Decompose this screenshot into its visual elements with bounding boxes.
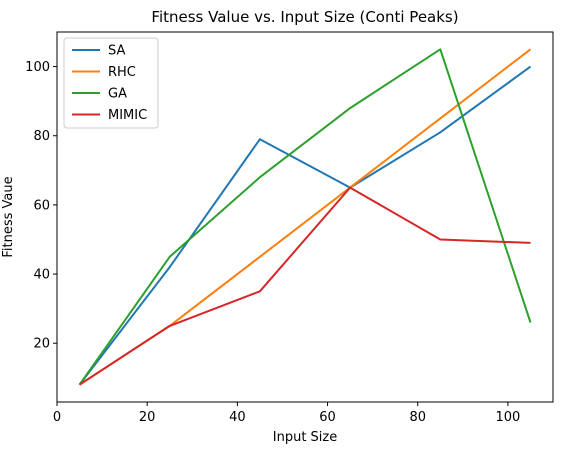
legend-label-sa: SA <box>108 44 125 59</box>
x-tick-label: 60 <box>319 410 336 425</box>
legend-label-ga: GA <box>108 87 127 102</box>
y-tick-label: 40 <box>33 268 50 283</box>
x-tick-label: 0 <box>53 410 61 425</box>
series-line-sa <box>78 65 532 386</box>
chart-title: Fitness Value vs. Input Size (Conti Peak… <box>151 8 458 26</box>
x-tick-label: 80 <box>409 410 426 425</box>
plot-frame <box>56 31 554 403</box>
y-tick-label: 100 <box>25 60 50 75</box>
legend-box <box>63 37 159 129</box>
legend-label-mimic: MIMIC <box>108 108 147 123</box>
x-tick-label: 100 <box>495 410 520 425</box>
x-tick-label: 40 <box>229 410 246 425</box>
series-line-mimic <box>78 186 531 386</box>
y-axis-label: Fitness Vaue <box>1 176 16 257</box>
y-tick-label: 80 <box>33 129 50 144</box>
y-tick-label: 60 <box>33 198 50 213</box>
y-tick-label: 20 <box>33 337 50 352</box>
x-tick-label: 20 <box>139 410 156 425</box>
legend-label-rhc: RHC <box>108 65 136 80</box>
series-line-ga <box>78 48 532 386</box>
plot-area: 0 20 40 60 80 100 20 40 60 80 100 SA RHC GA MIMIC <box>25 31 554 425</box>
x-axis-label: Input Size <box>273 430 337 445</box>
